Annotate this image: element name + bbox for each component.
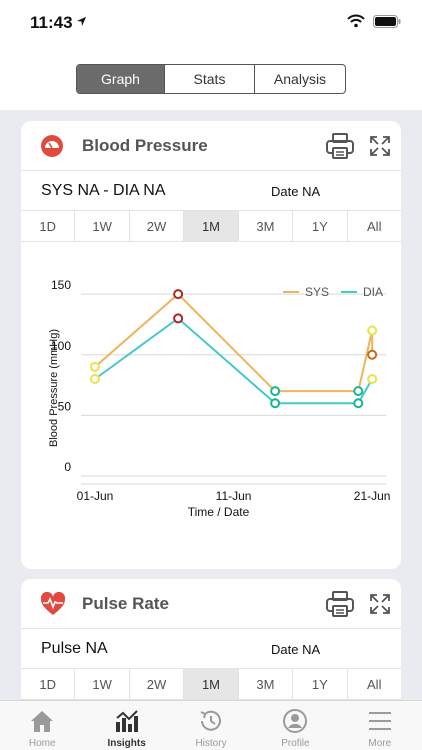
bp-reading: SYS NA - DIA NA: [41, 182, 166, 199]
insights-chart-icon: [115, 710, 138, 732]
data-point: [367, 374, 378, 384]
y-tick-label: 100: [51, 339, 71, 353]
card-header: Blood Pressure: [21, 121, 401, 171]
range-2w[interactable]: 2W: [130, 211, 185, 241]
tab-history[interactable]: History: [169, 701, 253, 750]
tab-label: Insights: [107, 738, 146, 749]
tab-label: History: [195, 738, 227, 749]
bottom-tab-bar: Home Insights History Profile More: [0, 700, 422, 750]
history-clock-icon: [200, 710, 221, 731]
card-header: Pulse Rate: [21, 579, 401, 629]
range-1y[interactable]: 1Y: [293, 669, 348, 699]
bp-chart-area: 0 50 100 150 01-Jun 11-Jun 21-Jun Time / Date Bl…: [21, 242, 401, 539]
tab-label: Home: [28, 738, 56, 749]
pulse-rate-card: Pulse Rate Pulse NA Date NA 1D 1W 2W 1M 3M 1Y…: [21, 579, 401, 700]
range-1w[interactable]: 1W: [75, 211, 130, 241]
data-point: [90, 374, 100, 384]
expand-icon[interactable]: [370, 594, 390, 614]
range-2w[interactable]: 2W: [130, 669, 185, 699]
range-3m[interactable]: 3M: [239, 669, 294, 699]
range-selector: 1D 1W 2W 1M 3M 1Y All: [21, 669, 401, 700]
reading-row: SYS NA - DIA NA Date NA: [21, 171, 401, 211]
print-icon[interactable]: [325, 589, 355, 619]
home-icon: [31, 711, 54, 732]
legend-label: DIA: [363, 285, 383, 299]
data-point: [353, 398, 364, 409]
card-title: Blood Pressure: [82, 136, 208, 155]
tab-home[interactable]: Home: [0, 701, 84, 750]
tab-more[interactable]: More: [338, 701, 422, 750]
blood-pressure-card: Blood Pressure SYS NA - DIA NA Date NA 1…: [21, 121, 401, 569]
range-1d[interactable]: 1D: [21, 211, 76, 241]
segment-graph[interactable]: Graph: [77, 65, 165, 93]
x-axis-title: Time / Date: [188, 505, 250, 519]
tab-profile[interactable]: Profile: [253, 701, 337, 750]
x-tick-label: 11-Jun: [216, 489, 252, 503]
y-tick-label: 150: [51, 278, 71, 292]
expand-icon[interactable]: [370, 136, 390, 156]
range-1m[interactable]: 1M: [184, 669, 239, 699]
data-point: [353, 386, 364, 397]
blood-pressure-gauge-icon: [41, 135, 63, 157]
content-scroll[interactable]: Blood Pressure SYS NA - DIA NA Date NA 1…: [0, 110, 422, 700]
data-point: [173, 289, 184, 300]
range-3m[interactable]: 3M: [239, 211, 294, 241]
profile-icon: [283, 709, 308, 733]
range-selector: 1D 1W 2W 1M 3M 1Y All: [21, 211, 401, 242]
x-tick-label: 21-Jun: [354, 489, 391, 503]
status-time: 11:43: [30, 13, 73, 32]
segment-stats[interactable]: Stats: [165, 65, 255, 93]
bp-date: Date NA: [271, 184, 321, 199]
card-title: Pulse Rate: [82, 594, 169, 613]
tab-insights[interactable]: Insights: [84, 701, 168, 750]
segment-analysis[interactable]: Analysis: [273, 71, 327, 87]
y-tick-label: 50: [58, 399, 72, 413]
wifi-icon: [347, 14, 365, 28]
print-icon[interactable]: [325, 131, 355, 161]
tab-label: More: [368, 738, 392, 749]
pulse-reading: Pulse NA: [41, 640, 108, 657]
legend-label: SYS: [305, 285, 329, 299]
view-segmented-control: Graph Stats Analysis: [76, 64, 346, 94]
data-point: [90, 361, 100, 372]
range-1m[interactable]: 1M: [184, 211, 239, 241]
data-point: [270, 386, 281, 397]
heart-pulse-icon: [40, 592, 66, 615]
pulse-date: Date NA: [271, 642, 321, 657]
range-all[interactable]: All: [367, 676, 382, 692]
status-bar: 11:43: [0, 0, 422, 48]
battery-icon: [373, 15, 401, 28]
x-tick-label: 01-Jun: [77, 489, 114, 503]
range-1y[interactable]: 1Y: [293, 211, 348, 241]
data-point: [173, 313, 184, 324]
data-point: [367, 349, 378, 360]
range-1d[interactable]: 1D: [21, 669, 76, 699]
data-point: [367, 325, 378, 336]
reading-row: Pulse NA Date NA: [21, 629, 401, 669]
range-1w[interactable]: 1W: [75, 669, 130, 699]
tab-label: Profile: [281, 738, 310, 749]
series-line-sys: [94, 292, 374, 393]
y-tick-label: 0: [64, 460, 71, 474]
range-all[interactable]: All: [367, 218, 382, 234]
menu-icon: [368, 712, 391, 730]
data-point: [270, 398, 281, 409]
bp-line-chart: 0 50 100 150 01-Jun 11-Jun 21-Jun Time / Date Bl…: [48, 278, 391, 519]
location-arrow-icon: [76, 16, 87, 27]
y-axis-title: Blood Pressure (mmHg): [48, 329, 60, 447]
